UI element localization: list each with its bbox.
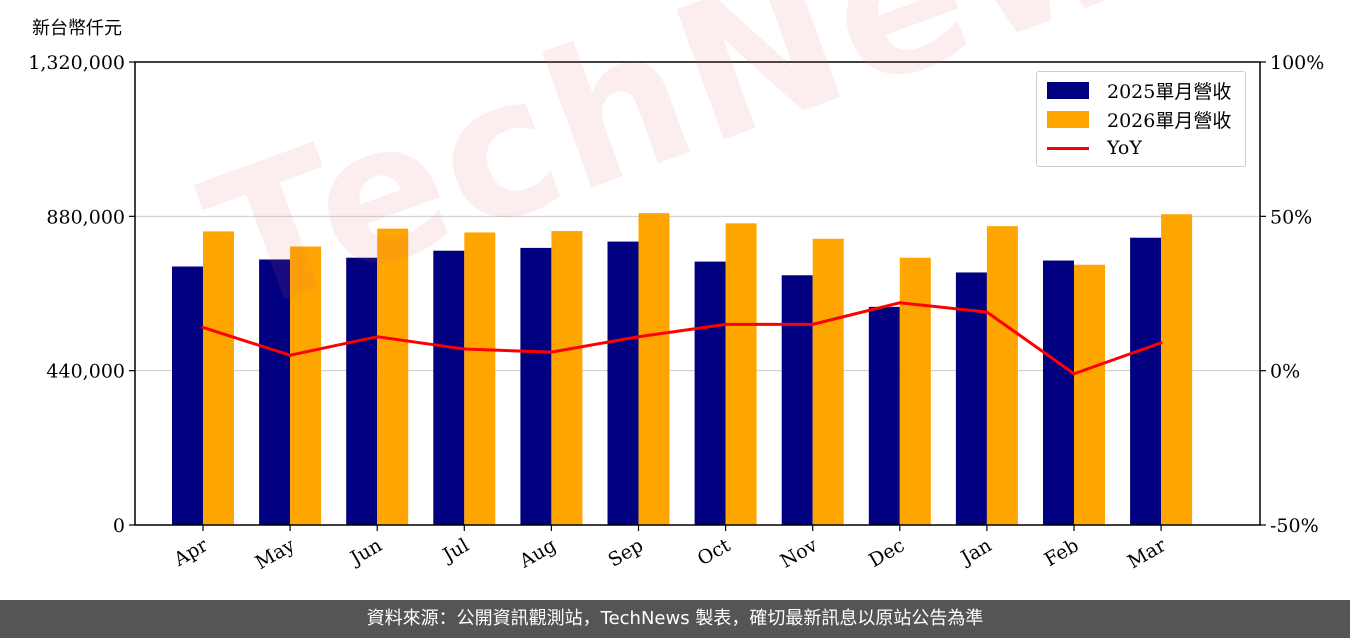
yoy-point	[1159, 341, 1163, 345]
bar-2025	[694, 261, 726, 525]
x-tick-label: Apr	[169, 534, 212, 571]
bar-2026	[1161, 214, 1193, 525]
yoy-point	[898, 301, 902, 305]
yoy-point	[462, 347, 466, 351]
y2-tick-label: 100%	[1270, 52, 1324, 74]
bar-2025	[781, 275, 813, 525]
x-tick-label: Jul	[438, 534, 473, 567]
bar-2026	[812, 238, 844, 526]
yoy-point	[375, 335, 379, 339]
bar-2026	[203, 231, 234, 526]
chart-legend: 2025單月營收 2026單月營收 YoY	[1036, 71, 1246, 167]
legend-item-2026: 2026單月營收	[1047, 107, 1232, 132]
y-tick-label: 1,320,000	[28, 52, 125, 74]
y-tick-label: 880,000	[46, 206, 125, 228]
y2-tick-label: -50%	[1270, 515, 1319, 537]
x-tick-label: Jan	[956, 534, 996, 570]
bar-2025	[520, 247, 552, 525]
yoy-point	[637, 335, 640, 339]
x-tick-label: Feb	[1041, 534, 1083, 571]
yoy-line	[202, 301, 1162, 376]
bar-2026	[986, 226, 1018, 525]
legend-item-2025: 2025單月營收	[1047, 78, 1232, 103]
bar-2025	[433, 250, 465, 525]
left-axis-unit-label: 新台幣仟元	[32, 18, 122, 39]
bar-2025	[1130, 237, 1162, 525]
legend-label-2025: 2025單月營收	[1107, 80, 1232, 103]
x-tick-label: Nov	[777, 534, 822, 573]
yoy-point	[201, 325, 205, 329]
bar-2026	[638, 213, 670, 525]
y-tick-label: 0	[113, 515, 125, 537]
bar-2026	[551, 231, 583, 525]
legend-swatch-2026	[1047, 110, 1089, 128]
bar-2025	[172, 266, 203, 525]
x-tick-label: Mar	[1124, 534, 1170, 573]
legend-item-yoy: YoY	[1047, 136, 1142, 160]
legend-label-2026: 2026單月營收	[1107, 109, 1232, 132]
bar-2026	[899, 257, 931, 525]
bar-2025	[607, 241, 639, 525]
x-tick-label: May	[252, 534, 299, 574]
source-footer: 資料來源：公開資訊觀測站，TechNews 製表，確切最新訊息以原站公告為準	[0, 600, 1350, 638]
legend-label-yoy: YoY	[1107, 137, 1142, 159]
x-tick-label: Dec	[865, 534, 908, 572]
bar-2025	[955, 272, 987, 525]
x-tick-label: Aug	[515, 534, 560, 573]
legend-line-yoy	[1047, 146, 1089, 150]
yoy-point	[288, 353, 292, 357]
bar-2025	[1043, 260, 1074, 525]
x-tick-label: Oct	[694, 534, 735, 570]
yoy-point	[724, 322, 728, 326]
yoy-point	[985, 310, 989, 314]
y2-tick-label: 0%	[1270, 361, 1300, 383]
revenue-chart: 0 440,000 880,000 1,320,000 -50% 0% 50% 100% Apr…	[28, 52, 1324, 574]
bar-2025	[868, 306, 900, 525]
bar-2026	[1074, 264, 1105, 525]
yoy-point	[1072, 372, 1076, 376]
legend-swatch-2025	[1047, 81, 1089, 99]
bar-2025	[346, 257, 378, 525]
y2-tick-label: 50%	[1270, 206, 1312, 228]
bar-2026	[290, 246, 322, 526]
y-tick-label: 440,000	[46, 361, 125, 383]
yoy-point	[811, 322, 815, 326]
yoy-point	[549, 350, 553, 354]
plot-frame	[134, 61, 1261, 526]
x-tick-label: Sep	[604, 534, 647, 571]
bar-2026	[725, 223, 757, 525]
x-tick-label: Jun	[345, 534, 386, 570]
bar-2026	[464, 232, 496, 525]
bar-2026	[377, 228, 409, 525]
bar-2025	[259, 259, 291, 525]
